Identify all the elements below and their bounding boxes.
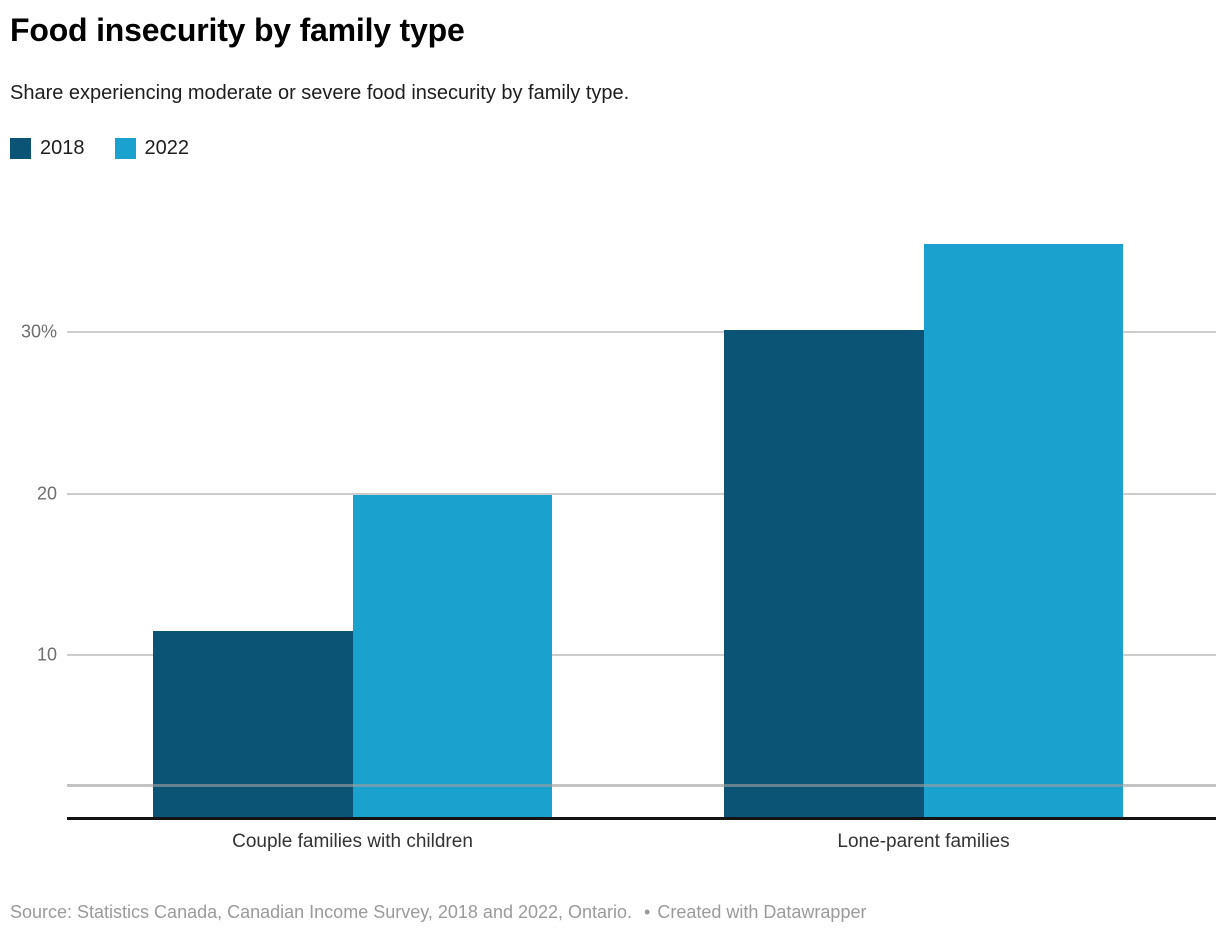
category-label-2: Lone-parent families bbox=[837, 831, 1010, 852]
footer-separator: • bbox=[644, 902, 651, 922]
legend: 2018 2022 bbox=[10, 137, 189, 160]
bar-2022-category-2[interactable] bbox=[923, 244, 1123, 817]
footer: Source: Statistics Canada, Canadian Inco… bbox=[10, 902, 1210, 923]
datawrapper-attribution-link[interactable]: Created with Datawrapper bbox=[657, 902, 867, 922]
bar-2018-category-2[interactable] bbox=[724, 330, 924, 817]
gridline-30 bbox=[67, 330, 1216, 333]
bar-2022-category-1[interactable] bbox=[352, 495, 552, 817]
legend-item-2022: 2022 bbox=[114, 137, 190, 160]
gridline-10 bbox=[67, 654, 1216, 657]
legend-swatch-2022 bbox=[114, 138, 136, 159]
gridline-20 bbox=[67, 492, 1216, 495]
category-label-1: Couple families with children bbox=[232, 831, 473, 852]
legend-label-2018: 2018 bbox=[40, 137, 85, 159]
y-tick-label-10: 10 bbox=[36, 644, 57, 665]
legend-swatch-2018 bbox=[10, 138, 31, 159]
baseline-overlay-gridline bbox=[67, 783, 1216, 787]
legend-item-2018: 2018 bbox=[10, 137, 85, 160]
legend-label-2022: 2022 bbox=[144, 137, 190, 159]
chart-title: Food insecurity by family type bbox=[10, 12, 465, 48]
y-tick-label-20: 20 bbox=[36, 483, 57, 503]
chart-subtitle: Share experiencing moderate or severe fo… bbox=[10, 82, 630, 104]
bar-2018-category-1[interactable] bbox=[153, 630, 353, 817]
x-axis-line bbox=[67, 817, 1216, 820]
source-text: Source: Statistics Canada, Canadian Inco… bbox=[10, 902, 633, 922]
y-tick-label-30: 30% bbox=[20, 321, 57, 342]
